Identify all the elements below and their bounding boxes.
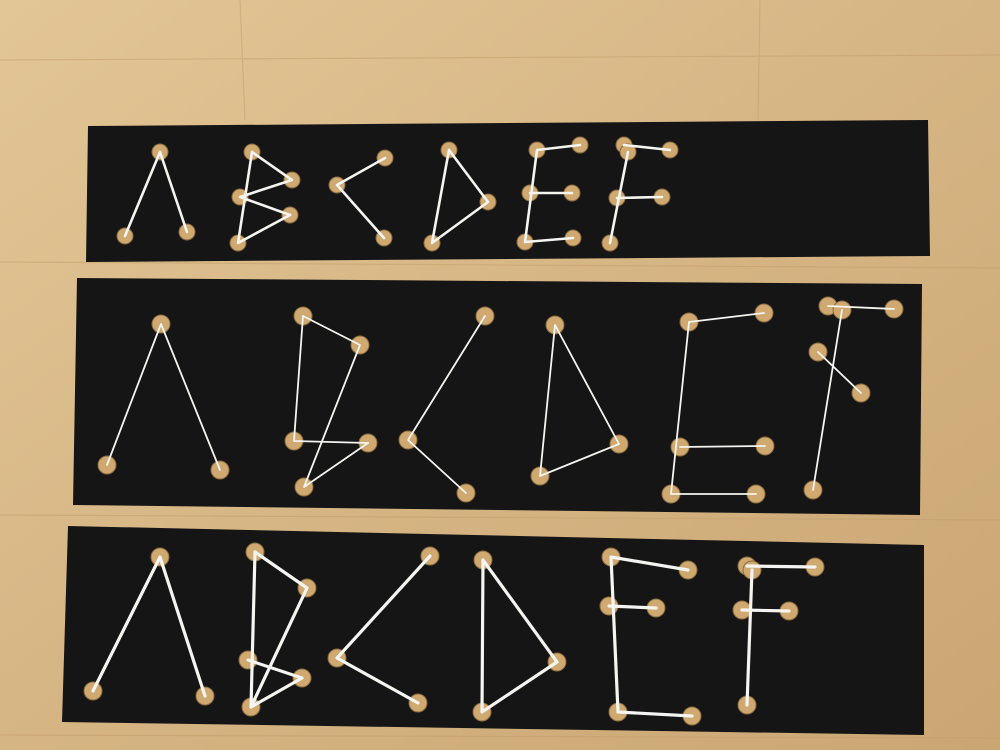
string-letter-b [302,315,369,488]
string-letter-b [249,550,257,709]
string-letter-c [407,315,486,494]
string-letter-e [607,604,658,610]
string-letter-e [609,555,694,718]
string-letter-d [480,558,559,714]
string-letter-f [615,195,664,200]
string-letter-b [236,150,292,245]
string-letter-c [335,156,387,240]
card-body [73,278,922,515]
string-letter-e [523,143,582,244]
card-string-letters [91,550,817,718]
string-letter-d [539,324,620,477]
string-letter-f [622,143,672,152]
string-letter-a [123,150,189,238]
string-letter-f [817,351,862,394]
lacing-card-small [86,120,930,262]
card-string-letters [123,143,672,245]
string-letter-e [679,445,766,448]
string-letter-e [670,312,765,495]
string-letter-c [335,554,432,705]
card-body [86,120,930,262]
string-letter-b [238,150,294,217]
string-letter-f [827,305,895,310]
card-string-letters [106,305,895,495]
string-letter-a [106,323,221,471]
lacing-card-medium [73,278,922,515]
string-letter-d [430,148,490,245]
string-letter-f [740,608,791,613]
card-body [62,526,924,735]
string-letter-b [293,315,369,444]
string-letter-a [91,555,207,698]
lacing-card-large [62,526,924,735]
string-letter-f [745,564,817,569]
string-letter-f [812,309,843,491]
string-letter-f [745,568,754,707]
